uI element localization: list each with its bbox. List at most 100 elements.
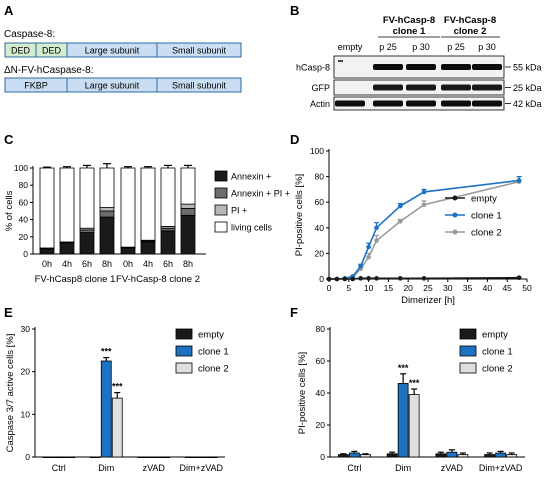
domain-box-small-subunit xyxy=(156,42,242,58)
e-bar xyxy=(100,360,112,458)
d-x-tick-label: 50 xyxy=(522,283,532,293)
c-bar-segment xyxy=(99,167,115,208)
e-bar xyxy=(159,456,171,459)
c-bar-segment xyxy=(120,167,136,248)
f-legend-swatch xyxy=(459,328,477,340)
f-x-tick-label: zVAD xyxy=(441,463,464,473)
f-legend-label: clone 2 xyxy=(482,364,513,375)
d-data-point xyxy=(358,276,363,281)
c-bar-segment xyxy=(99,216,115,255)
c-y-tick-label: 80 xyxy=(19,180,29,190)
e-x-tick-label: Dim xyxy=(98,463,114,473)
e-x-tick-label: Dim+zVAD xyxy=(179,463,223,473)
f-bar xyxy=(506,454,518,458)
e-bar xyxy=(184,456,196,459)
c-y-tick-label: 60 xyxy=(19,197,29,207)
e-legend-label: clone 2 xyxy=(198,364,229,375)
d-y-tick-label: 80 xyxy=(315,172,325,182)
d-legend-marker xyxy=(452,195,458,201)
blot-size-label: 25 kDa xyxy=(513,83,542,93)
c-bar-segment xyxy=(180,167,196,205)
c-bar-segment xyxy=(79,232,95,255)
c-group-label: FV-hCasp8 clone 1 xyxy=(35,274,116,285)
domain-label: Small subunit xyxy=(172,46,227,56)
panel-letter-f: F xyxy=(290,305,298,320)
panel-letter-c: C xyxy=(4,132,14,147)
d-data-point xyxy=(397,203,403,209)
panel-b-western-blot: FV-hCasp-8 clone 1 FV-hCasp-8 clone 2 em… xyxy=(296,15,542,111)
d-data-point xyxy=(334,276,340,282)
d-data-point xyxy=(342,276,348,282)
blot-group-2-line1: FV-hCasp-8 xyxy=(444,15,496,26)
c-group-label: FV-hCasp-8 clone 2 xyxy=(116,274,200,285)
d-data-point xyxy=(397,219,403,224)
e-legend-label: empty xyxy=(198,330,224,341)
d-legend-label: clone 1 xyxy=(471,211,502,222)
panel-d-line-chart: 0 20 40 60 80 100 0 5 10 15 20 25 30 35 40 45 50 PI-posit… xyxy=(294,146,532,306)
c-x-tick-label: 8h xyxy=(183,259,193,269)
blot-band xyxy=(472,64,502,70)
d-legend-label: clone 2 xyxy=(471,228,502,239)
blot-band xyxy=(406,84,436,91)
f-x-tick-label: Dim xyxy=(395,463,411,473)
fv-caspase8-construct-label: ΔN-FV-hCaspase-8: xyxy=(4,65,94,76)
d-y-tick-label: 40 xyxy=(315,223,325,233)
f-bar xyxy=(457,454,469,458)
lane-label: empty xyxy=(338,42,363,52)
e-bar xyxy=(42,456,54,459)
d-data-point xyxy=(516,275,522,281)
d-x-tick-label: 25 xyxy=(423,283,433,293)
domain-box-small-subunit xyxy=(156,77,242,93)
d-data-point xyxy=(421,276,427,281)
blot-label: Actin xyxy=(310,99,330,109)
blot-band xyxy=(406,64,436,70)
d-data-point xyxy=(374,238,379,243)
blot-label: GFP xyxy=(311,83,330,93)
caspase8-construct-label: Caspase-8: xyxy=(4,29,55,40)
c-x-tick-label: 6h xyxy=(82,259,92,269)
blot-band xyxy=(472,84,502,91)
e-bar xyxy=(206,456,218,459)
c-y-tick-label: 0 xyxy=(23,249,28,259)
f-bar xyxy=(386,453,398,458)
c-bar-segment xyxy=(59,242,75,255)
f-significance-label: *** xyxy=(398,363,409,373)
c-bar-segment xyxy=(99,210,115,218)
c-bar-segment xyxy=(180,208,196,216)
d-x-tick-label: 40 xyxy=(483,283,493,293)
c-x-tick-label: 0h xyxy=(42,259,52,269)
d-y-tick-label: 60 xyxy=(315,197,325,207)
f-legend-label: clone 1 xyxy=(482,347,513,358)
d-y-axis-label: PI-positive cells [%] xyxy=(294,174,305,256)
c-x-tick-label: 4h xyxy=(62,259,72,269)
panel-letter-e: E xyxy=(4,305,13,320)
c-bar-segment xyxy=(160,167,176,227)
e-bar xyxy=(148,456,160,459)
e-y-axis-label: Caspase 3/7 active cells [%] xyxy=(5,334,16,453)
f-legend-swatch xyxy=(459,345,477,357)
f-bar xyxy=(408,394,420,458)
f-y-tick-label: 40 xyxy=(316,388,326,398)
c-legend-swatch xyxy=(214,221,228,233)
c-y-tick-label: 20 xyxy=(19,232,29,242)
panel-a-domain-diagram: Caspase-8: DED DED Large subunit Small subu… xyxy=(4,29,242,93)
blot-size-label: 42 kDa xyxy=(513,99,542,109)
lane-label: p 30 xyxy=(478,42,496,52)
e-legend-swatch xyxy=(175,345,193,357)
blot-size-label: 55 kDa xyxy=(513,63,542,73)
f-bar xyxy=(397,382,409,458)
e-bar xyxy=(89,456,101,459)
d-data-point xyxy=(366,244,371,250)
lane-label: p 25 xyxy=(447,42,465,52)
d-x-tick-label: 5 xyxy=(346,283,351,293)
f-x-tick-label: Dim+zVAD xyxy=(479,463,523,473)
c-bar-segment xyxy=(180,214,196,255)
e-y-tick-label: 20 xyxy=(21,367,31,377)
e-bar xyxy=(195,456,207,459)
blot-band xyxy=(441,64,471,70)
e-legend-swatch xyxy=(175,362,193,374)
domain-label: DED xyxy=(42,46,62,56)
c-legend-label: Annexin + xyxy=(231,172,271,182)
blot-band xyxy=(335,100,365,107)
